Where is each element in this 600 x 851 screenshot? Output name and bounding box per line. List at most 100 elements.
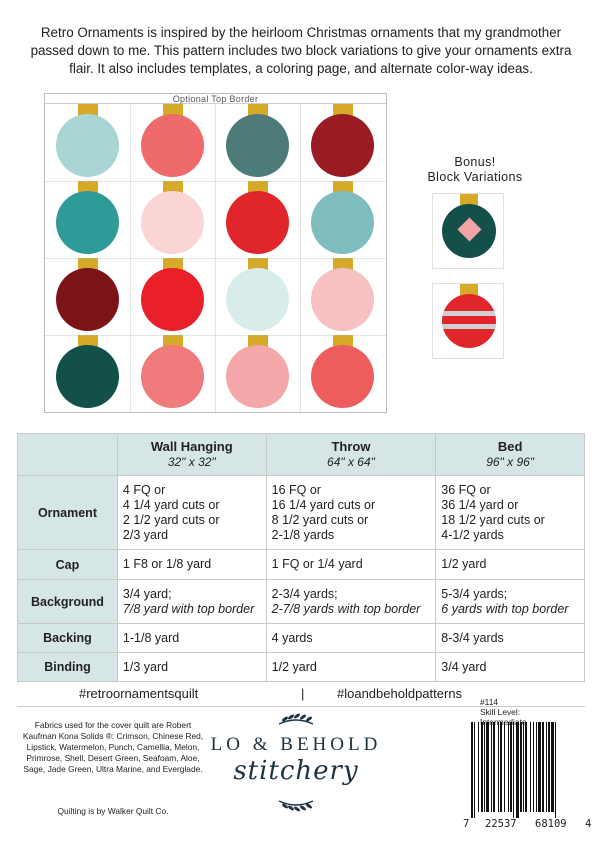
ornament-ball: [311, 345, 374, 408]
logo-wordmark: LO & BEHOLD: [210, 734, 382, 755]
barcode-bar: [530, 722, 531, 812]
ornament-ball: [311, 191, 374, 254]
product-info: #114 Skill Level: Intermediate: [480, 697, 580, 727]
cell-line: 1/2 yard: [441, 557, 487, 571]
barcode-bar: [471, 722, 473, 818]
barcode-bar: [533, 722, 534, 812]
cell-line: 4 1/4 yard cuts or: [122, 497, 220, 512]
cell-line: 8 1/2 yard cuts or: [271, 512, 369, 527]
seam-line: [45, 335, 386, 336]
barcode-bar: [491, 722, 492, 812]
barcode-digit-group: 7: [463, 818, 470, 830]
barcode-bar: [484, 722, 485, 812]
ornament-cap: [78, 258, 98, 271]
barcode-bar: [510, 722, 512, 812]
fabric-note: Fabrics used for the cover quilt are Rob…: [22, 720, 204, 774]
quilt-cover-image: Optional Top Border: [44, 93, 387, 413]
barcode-digit-group: 68109: [535, 818, 567, 830]
skill-level-value: Intermediate: [480, 717, 527, 727]
table-cell: 1-1/8 yard: [116, 623, 267, 653]
barcode-bar: [525, 722, 527, 812]
ornament-cap: [248, 335, 268, 348]
ornament-block: [130, 335, 215, 412]
barcode-bar: [481, 722, 483, 812]
ornament-block: [130, 104, 215, 181]
row-label: Background: [17, 579, 118, 624]
seam-line: [45, 258, 386, 259]
ornament-ball: [311, 268, 374, 331]
barcode-bar: [516, 722, 519, 818]
table-cell: 1 F8 or 1/8 yard: [116, 549, 267, 580]
ornament-cap: [163, 104, 183, 117]
cell-line: 2-1/8 yards: [271, 527, 335, 542]
ornament-block: [45, 335, 130, 412]
ornament-ball: [56, 268, 119, 331]
barcode-bar: [523, 722, 524, 812]
ornament-block: [215, 258, 300, 335]
seam-line: [45, 181, 386, 182]
quilting-credit: Quilting is by Walker Quilt Co.: [57, 806, 169, 816]
table-cell: 1/2 yard: [435, 549, 585, 580]
ornament-block: [215, 181, 300, 258]
ornament-cap: [333, 181, 353, 194]
optional-top-border-label: Optional Top Border: [45, 94, 386, 104]
barcode-bar: [504, 722, 505, 812]
barcode-bar: [500, 722, 502, 812]
column-name: Throw: [331, 439, 371, 454]
table-row-backing: Backing 1-1/8 yard 4 yards 8-3/4 yards: [17, 623, 585, 653]
ornament-cap: [248, 104, 268, 117]
cell-line: 3/4 yard: [441, 659, 487, 674]
ornament-cap: [333, 335, 353, 348]
barcode-bar: [513, 722, 514, 818]
ornament-cap: [248, 258, 268, 271]
cell-line: 1/3 yard: [122, 659, 169, 674]
table-cell: 1/3 yard: [116, 652, 267, 682]
cell-line: 18 1/2 yard cuts or: [441, 512, 545, 527]
skill-level-label: Skill Level:: [480, 707, 521, 717]
column-header-throw: Throw 64" x 64": [265, 433, 437, 476]
cell-line: 1-1/8 yard: [122, 630, 180, 645]
block-variation-stripe: [432, 283, 504, 359]
column-size: 96" x 96": [486, 455, 535, 469]
cell-line: 2 1/2 yard cuts or: [122, 512, 220, 527]
row-label: Cap: [17, 549, 118, 580]
cell-line: 4 FQ or: [122, 482, 166, 497]
cell-line: 1/2 yard: [271, 659, 317, 674]
cell-line: 7/8 yard with top border: [122, 601, 255, 616]
ornament-ball: [141, 191, 204, 254]
cell-line: 16 FQ or: [271, 482, 321, 497]
cell-line: 4 yards: [271, 630, 313, 645]
seam-line: [130, 104, 131, 412]
barcode-bar: [498, 722, 499, 812]
brand-logo: LO & BEHOLD stitchery: [196, 710, 396, 820]
cell-line: 6 yards with top border: [441, 601, 569, 616]
ornament-ball: [56, 345, 119, 408]
table-row-binding: Binding 1/3 yard 1/2 yard 3/4 yard: [17, 652, 585, 682]
ornament-ball: [141, 268, 204, 331]
row-label: Binding: [17, 652, 118, 682]
ornament-ball: [311, 114, 374, 177]
table-cell: 36 FQ or 36 1/4 yard or 18 1/2 yard cuts…: [435, 475, 585, 550]
table-cell: 16 FQ or 16 1/4 yard cuts or 8 1/2 yard …: [265, 475, 437, 550]
ornament-ball: [226, 345, 289, 408]
ornament-block: [300, 181, 385, 258]
ornament-ball: [442, 204, 496, 258]
ornament-cap: [78, 335, 98, 348]
barcode-bar: [555, 722, 556, 818]
cell-line: 2-7/8 yards with top border: [271, 601, 421, 616]
column-name: Bed: [497, 439, 523, 454]
ornament-block: [45, 258, 130, 335]
ornament-block: [300, 335, 385, 412]
barcode-bar: [486, 722, 489, 812]
logo-script: stitchery: [233, 756, 359, 786]
cell-line: 3/4 yard;: [122, 586, 172, 601]
barcode-bar: [548, 722, 550, 812]
table-cell: 1 FQ or 1/4 yard: [265, 549, 437, 580]
barcode-bar: [546, 722, 547, 812]
barcode-bar: [520, 722, 522, 812]
row-label: Backing: [17, 623, 118, 653]
intro-paragraph: Retro Ornaments is inspired by the heirl…: [30, 25, 572, 76]
table-cell: 8-3/4 yards: [435, 623, 585, 653]
ornament-ball: [141, 345, 204, 408]
barcode-bar: [536, 722, 537, 812]
